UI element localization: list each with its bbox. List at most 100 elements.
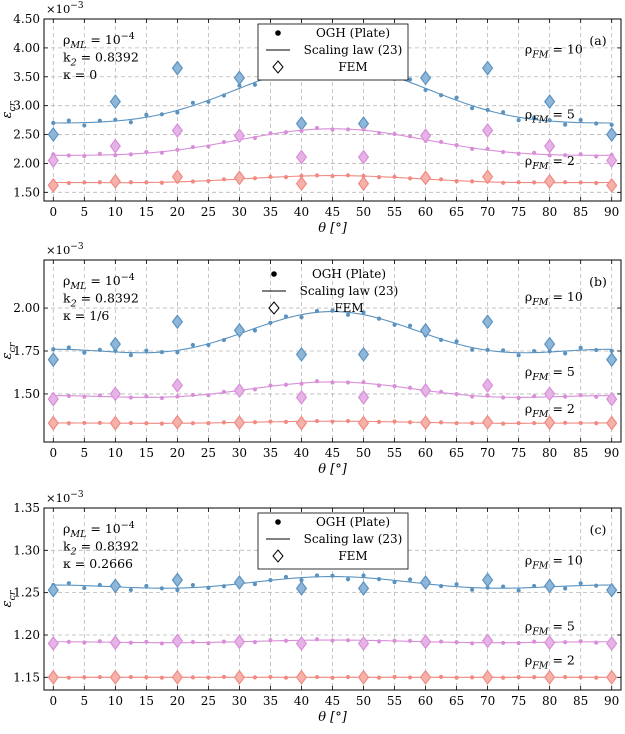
series-rho10 [47,572,618,598]
ogh-point [190,639,196,645]
ogh-point [190,100,196,105]
fem-point [109,669,121,685]
fem-point [233,634,246,650]
ogh-point [345,418,351,424]
x-tick-label: 40 [294,205,309,219]
ogh-point [314,418,320,424]
x-tick-label: 5 [81,446,89,460]
ogh-point [190,675,196,680]
fem-point [233,70,246,86]
fem-point [544,94,556,110]
y-tick-label: 1.25 [13,586,40,600]
fem-point [357,346,370,362]
ogh-point [66,421,71,426]
ogh-point [330,638,335,643]
ogh-point [128,120,133,125]
axes-frame [43,259,622,443]
ogh-point [144,421,149,426]
fem-point [109,635,121,651]
ogh-point [392,322,397,327]
ogh-point [128,353,133,358]
fem-point [606,582,618,598]
param-annotation: κ = 1/6 [63,308,109,323]
fem-point [357,149,370,165]
ogh-point [252,387,258,392]
x-tick-label: 65 [449,205,464,219]
ogh-point [206,342,211,348]
x-axis-label: θ [°] [318,462,348,477]
ogh-point [113,117,118,122]
fem-point [171,314,184,330]
x-tick-label: 45 [325,446,340,460]
panel-tag: (b) [589,274,607,289]
x-tick-label: 20 [170,446,185,460]
x-tick-label: 5 [81,205,89,219]
ogh-point [97,674,102,680]
x-tick-label: 0 [49,694,57,708]
ogh-point [66,153,71,158]
fem-point [419,322,432,338]
legend-entry: FEM [338,549,367,563]
ogh-point [594,121,599,126]
ogh-point [392,174,397,179]
panel-tag: (c) [590,522,607,537]
x-tick-label: 25 [201,205,216,219]
ogh-point [330,419,335,424]
ogh-point [97,180,102,185]
ogh-point [144,149,149,155]
ogh-point [407,638,413,643]
ogh-point [345,312,351,317]
ogh-point [392,419,397,424]
ogh-point [516,588,521,593]
ogh-point [206,178,211,184]
ogh-point [578,420,583,426]
fem-point [295,346,308,362]
ogh-point [175,110,180,115]
series-label-rho10: ρFM = 10 [525,553,583,572]
ogh-point [438,337,444,342]
ogh-point [159,421,164,426]
x-tick-label: 60 [418,446,433,460]
panel-c: 0 5 10 15 20 25 30 35 40 45 50 55 60 65 70 75 80 85 90 1.15… [0,490,622,725]
fem-point [481,572,494,588]
ogh-point [159,395,164,401]
fem-point [233,574,246,590]
ogh-point [159,180,164,185]
x-tick-label: 40 [294,694,309,708]
ogh-point [563,674,568,680]
ogh-point [314,637,320,642]
ogh-point [128,640,133,645]
ogh-point [563,153,568,158]
ogh-point [563,420,568,425]
ogh-point [206,585,211,590]
fem-point [606,352,618,368]
ogh-point [376,175,382,180]
series-label-rho10: ρFM = 10 [525,289,583,308]
legend-box [257,512,409,570]
ogh-point [454,339,459,344]
ogh-point [97,639,102,644]
ogh-point [469,394,475,399]
ogh-point [563,394,568,399]
ogh-point [221,674,227,679]
panel-a: 0 5 10 15 20 25 30 35 40 45 50 55 60 65 70 75 80 85 90 1.50… [0,1,622,236]
axis-scale-factor: ×10−3 [46,1,84,16]
fem-point [606,669,618,685]
param-annotation: ρML = 10−4 [63,31,135,51]
ogh-point [578,581,583,586]
ogh-point [501,395,506,400]
ogh-point [66,639,71,644]
ogh-point [532,180,537,185]
legend-entry: OGH (Plate) [316,26,390,40]
ogh-point [485,585,490,590]
fem-point [109,138,121,154]
ogh-point [469,347,475,352]
y-axis-label: εcr [0,341,18,359]
fem-point [544,173,556,189]
ogh-point [532,639,537,644]
ogh-point [438,177,444,182]
x-tick-label: 35 [263,446,278,460]
fem-point [233,382,246,398]
ogh-point [563,586,568,591]
